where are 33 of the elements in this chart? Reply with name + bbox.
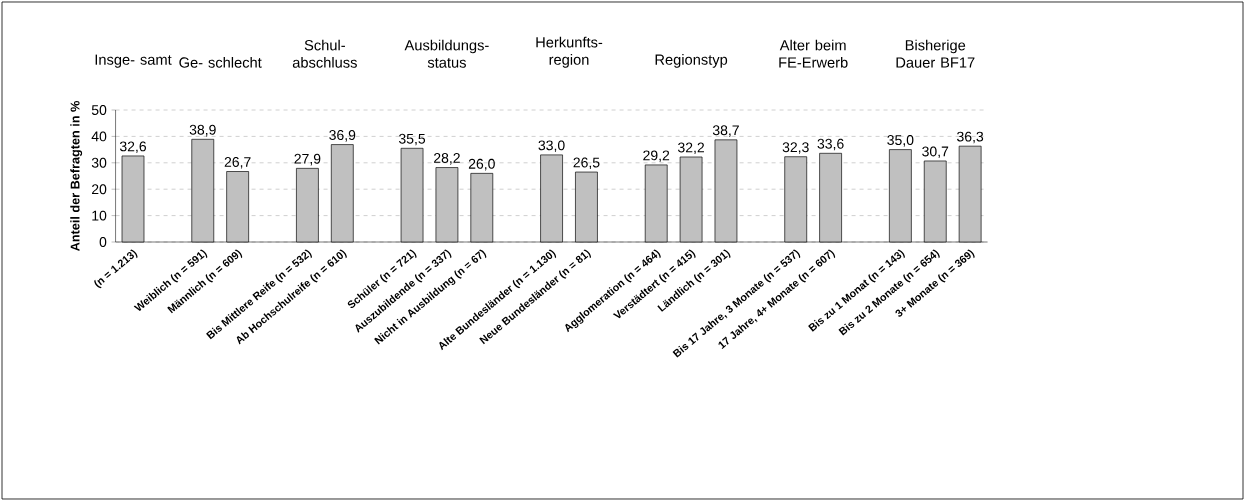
data-label: 36,9: [329, 130, 356, 142]
data-label: 32,2: [677, 142, 704, 155]
text: Alter beim FE-Erwerb: [779, 39, 848, 68]
data-label: 26,0: [468, 158, 495, 171]
y-tick-label: 10: [92, 210, 107, 221]
y-tick-label: 0: [99, 237, 107, 247]
data-label: 30,7: [922, 146, 949, 159]
data-label: 36,3: [957, 131, 984, 144]
y-tick-label: 40: [91, 131, 107, 142]
data-label: 38,7: [712, 125, 739, 137]
text: Schul- abschluss: [292, 39, 357, 68]
y-tick-label: 20: [92, 184, 107, 195]
data-label: 33,6: [817, 138, 844, 151]
y-tick-label: 50: [91, 105, 107, 115]
data-label: 35,0: [887, 135, 914, 147]
text: Insge- samt: [95, 54, 172, 68]
data-label: 26,5: [573, 157, 600, 170]
data-label: 27,9: [294, 153, 321, 166]
text: Regionstyp: [655, 54, 728, 68]
data-label: 32,6: [119, 141, 147, 154]
data-label: 33,0: [538, 140, 565, 152]
text: Bisherige Dauer BF17: [896, 39, 975, 68]
y-axis-title: Anteil der Befragten in %: [70, 101, 83, 251]
text: Herkunfts- region: [536, 36, 603, 68]
y-tick-label: 30: [91, 157, 107, 168]
data-label: 29,2: [643, 150, 670, 162]
data-label: 35,5: [398, 133, 426, 146]
data-label: 32,3: [782, 142, 809, 154]
data-label: 26,7: [224, 157, 251, 169]
text: Ge- schlecht: [179, 56, 262, 68]
data-label: 28,2: [434, 153, 460, 165]
text: Ausbildungs- status: [404, 39, 489, 68]
data-label: 38,9: [189, 124, 216, 137]
